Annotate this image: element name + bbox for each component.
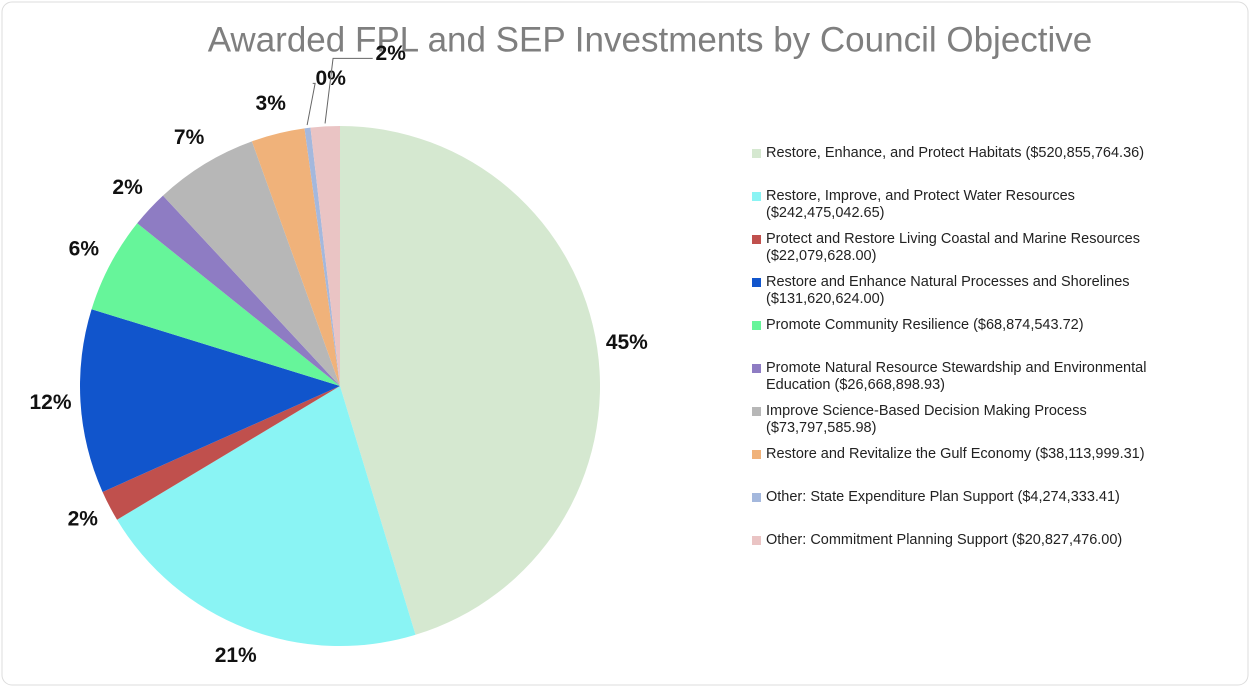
leader-line [306, 82, 316, 126]
legend-entry: Other: Commitment Planning Support ($20,… [752, 532, 1172, 549]
data-label: 45% [606, 331, 648, 354]
legend-entry: Restore and Revitalize the Gulf Economy … [752, 446, 1172, 463]
legend-swatch [752, 493, 761, 502]
pie-slice [251, 128, 340, 386]
pie-slice [137, 195, 340, 386]
legend-label: Restore and Enhance Natural Processes an… [766, 274, 1130, 307]
legend-label: Protect and Restore Living Coastal and M… [766, 231, 1140, 264]
legend-swatch [752, 364, 761, 373]
legend-entry: Restore, Improve, and Protect Water Reso… [752, 188, 1172, 222]
legend-swatch [752, 321, 761, 330]
data-label: 21% [215, 644, 257, 667]
legend-label: Restore, Enhance, and Protect Habitats (… [766, 145, 1145, 161]
pie-slice [117, 386, 416, 646]
data-label: 2% [112, 176, 143, 199]
leader-line [324, 57, 373, 124]
legend-entry: Restore and Enhance Natural Processes an… [752, 274, 1172, 308]
legend-label: Restore, Improve, and Protect Water Reso… [766, 188, 1075, 221]
legend-entry: Improve Science-Based Decision Making Pr… [752, 403, 1172, 437]
data-label: 6% [69, 238, 100, 261]
legend-swatch [752, 450, 761, 459]
pie-slice [102, 386, 340, 520]
legend-label: Improve Science-Based Decision Making Pr… [766, 403, 1087, 436]
legend-swatch [752, 278, 761, 287]
pie-slice [79, 309, 340, 492]
legend-entry: Promote Natural Resource Stewardship and… [752, 360, 1172, 394]
data-label: 2% [68, 507, 99, 530]
data-label: 7% [174, 126, 205, 149]
pie-slice [340, 126, 600, 635]
legend-swatch [752, 536, 761, 545]
legend-swatch [752, 149, 761, 158]
data-label: 12% [30, 391, 72, 414]
legend-label: Other: Commitment Planning Support ($20,… [766, 532, 1123, 548]
legend-entry: Protect and Restore Living Coastal and M… [752, 231, 1172, 265]
legend-label: Promote Natural Resource Stewardship and… [766, 360, 1147, 393]
pie-slice [162, 141, 340, 386]
pie-slice [304, 127, 340, 386]
legend-entry: Restore, Enhance, and Protect Habitats (… [752, 145, 1172, 162]
legend-swatch [752, 235, 761, 244]
pie-slice [310, 126, 340, 386]
legend-swatch [752, 192, 761, 201]
chart-title: Awarded FPL and SEP Investments by Counc… [208, 20, 1093, 59]
legend-label: Promote Community Resilience ($68,874,54… [766, 317, 1084, 333]
legend-label: Restore and Revitalize the Gulf Economy … [766, 446, 1145, 462]
data-label: 2% [376, 42, 407, 65]
legend-entry: Promote Community Resilience ($68,874,54… [752, 317, 1172, 334]
legend-swatch [752, 407, 761, 416]
legend-label: Other: State Expenditure Plan Support ($… [766, 489, 1120, 505]
data-label: 3% [256, 92, 287, 115]
pie-slice [91, 223, 340, 386]
legend-entry: Other: State Expenditure Plan Support ($… [752, 489, 1172, 506]
